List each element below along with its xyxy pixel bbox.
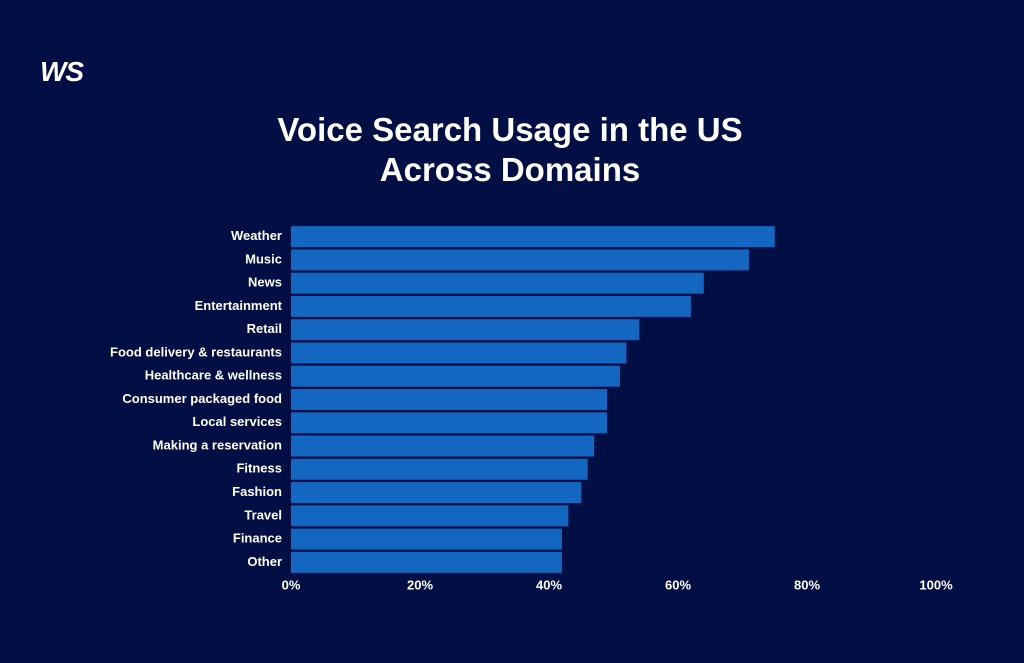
bar xyxy=(291,365,620,387)
y-tick-label: Weather xyxy=(231,228,282,243)
chart-title: Voice Search Usage in the US Across Doma… xyxy=(277,111,743,188)
y-tick-label: Healthcare & wellness xyxy=(145,368,282,383)
x-tick-label: 80% xyxy=(794,577,820,592)
y-tick-label: Food delivery & restaurants xyxy=(110,344,282,359)
x-tick-label: 60% xyxy=(665,577,691,592)
bar xyxy=(291,458,588,480)
bar xyxy=(291,482,582,504)
y-tick-label: Fashion xyxy=(232,484,282,499)
bar xyxy=(291,342,627,364)
bar xyxy=(291,295,691,317)
y-tick-label: Travel xyxy=(244,507,282,522)
y-tick-label: Local services xyxy=(192,414,282,429)
y-tick-label: Finance xyxy=(233,531,282,546)
x-tick-label: 40% xyxy=(536,577,562,592)
y-tick-label: Entertainment xyxy=(195,298,283,313)
bar xyxy=(291,551,562,573)
y-tick-label: Making a reservation xyxy=(153,437,282,452)
bar xyxy=(291,272,704,294)
x-tick-label: 20% xyxy=(407,577,433,592)
bar xyxy=(291,226,775,248)
x-tick-label: 0% xyxy=(282,577,301,592)
logo: WS xyxy=(40,56,84,87)
y-tick-label: Other xyxy=(247,554,282,569)
y-tick-label: Retail xyxy=(247,321,282,336)
y-tick-label: Music xyxy=(245,251,282,266)
y-tick-label: Fitness xyxy=(236,461,282,476)
bar xyxy=(291,249,749,271)
bar xyxy=(291,435,595,457)
bar xyxy=(291,389,608,410)
bar xyxy=(291,505,569,527)
y-tick-label: News xyxy=(248,275,282,290)
bar xyxy=(291,528,562,550)
x-tick-label: 100% xyxy=(919,577,953,592)
bar xyxy=(291,319,640,341)
y-tick-label: Consumer packaged food xyxy=(122,391,282,406)
bar xyxy=(291,412,608,434)
